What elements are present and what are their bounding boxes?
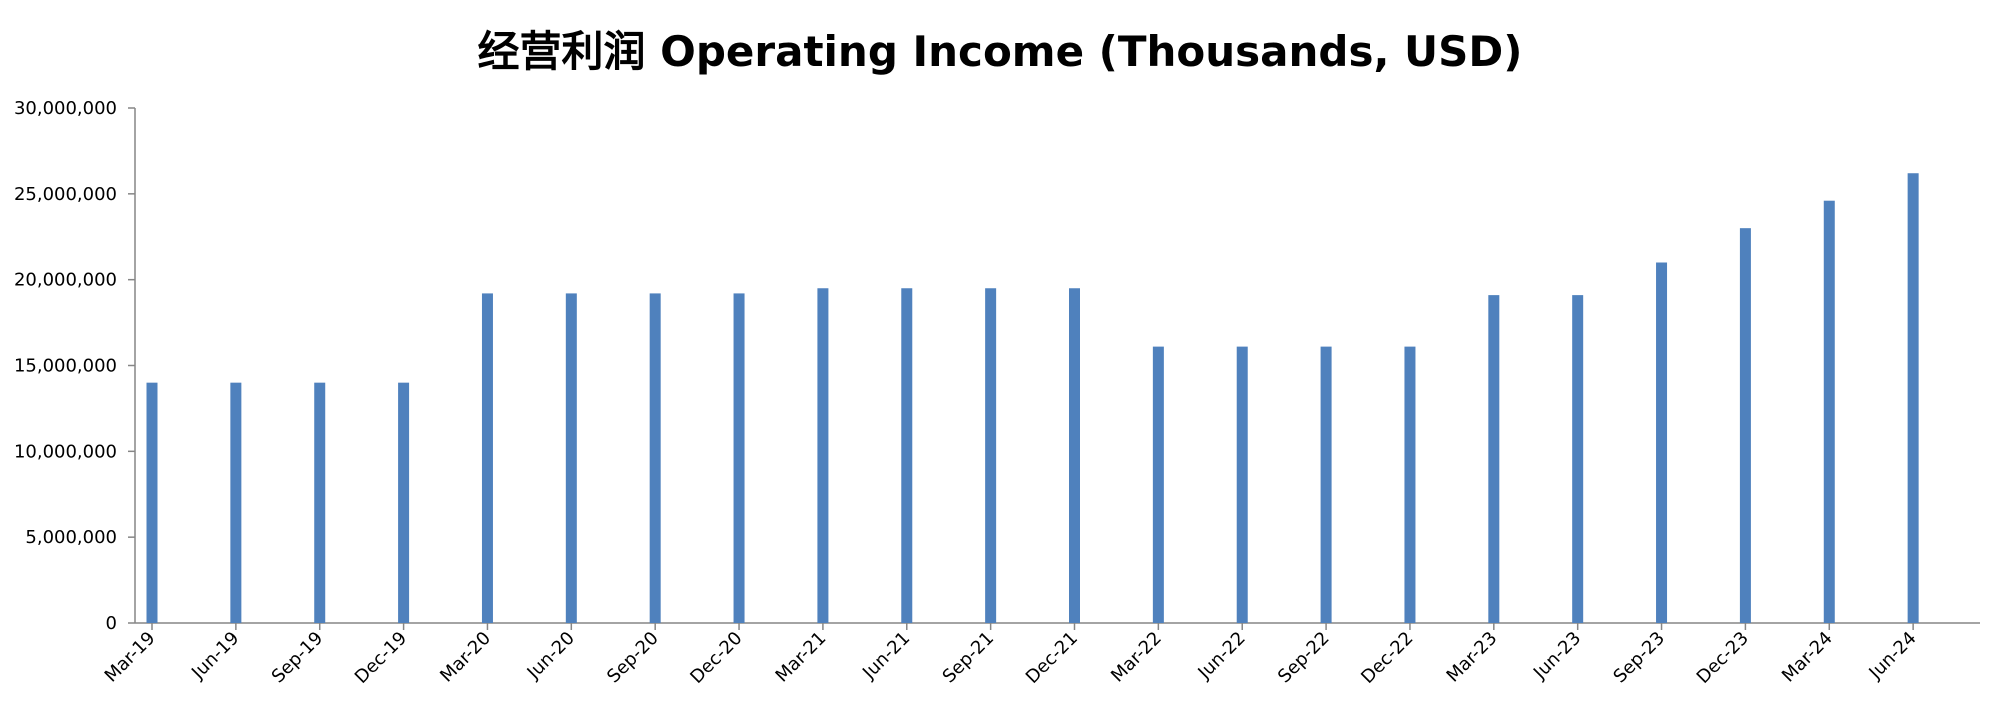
x-tick-label: Mar-19 — [101, 628, 160, 687]
bar — [985, 288, 997, 623]
x-tick-label: Sep-19 — [268, 628, 328, 688]
bar — [1739, 228, 1751, 623]
chart-title: 经营利润 Operating Income (Thousands, USD) — [477, 27, 1523, 76]
bar — [649, 293, 661, 623]
x-tick-label: Jun-24 — [1864, 628, 1920, 684]
bar — [1823, 200, 1835, 623]
y-tick-label: 0 — [106, 613, 117, 634]
y-tick-label: 30,000,000 — [14, 98, 117, 119]
x-tick-label: Mar-24 — [1778, 628, 1837, 687]
x-tick-label: Sep-22 — [1274, 628, 1334, 688]
x-tick-label: Jun-23 — [1529, 628, 1585, 684]
bar — [398, 382, 410, 623]
x-tick-label: Mar-21 — [772, 628, 831, 687]
x-tick-label: Jun-21 — [858, 628, 914, 684]
bar — [817, 288, 829, 623]
x-tick-label: Sep-21 — [939, 628, 999, 688]
x-tick-label: Jun-20 — [523, 628, 579, 684]
y-tick-label: 15,000,000 — [14, 356, 117, 377]
bar — [733, 293, 745, 623]
bar — [146, 382, 158, 623]
x-axis: Mar-19 Jun-19 Sep-19 Dec-19 Mar-20 Jun-20 Sep-… — [101, 622, 1980, 688]
bar — [314, 382, 326, 623]
bar — [1572, 295, 1584, 623]
bar — [1152, 346, 1164, 623]
x-tick-label: Sep-23 — [1609, 628, 1669, 688]
bar — [565, 293, 577, 623]
bar — [1236, 346, 1248, 623]
x-tick-label: Sep-20 — [603, 628, 663, 688]
x-tick-label: Mar-22 — [1107, 628, 1166, 687]
bar — [1404, 346, 1416, 623]
x-tick-label: Dec-22 — [1357, 628, 1417, 688]
y-tick-label: 5,000,000 — [25, 527, 117, 548]
x-tick-label: Mar-20 — [436, 628, 495, 687]
x-tick-label: Dec-19 — [351, 628, 411, 688]
bar — [1069, 288, 1080, 623]
x-tick-label: Jun-19 — [187, 628, 243, 684]
x-tick-label: Mar-23 — [1443, 628, 1502, 687]
bar — [1907, 173, 1919, 623]
x-tick-label: Jun-22 — [1194, 628, 1250, 684]
bar — [1488, 295, 1500, 623]
x-tick-label: Dec-20 — [686, 628, 746, 688]
y-tick-label: 20,000,000 — [14, 270, 117, 291]
y-tick-label: 25,000,000 — [14, 184, 117, 205]
bar — [901, 288, 913, 623]
x-tick-label: Dec-21 — [1022, 628, 1082, 688]
bar — [1656, 262, 1668, 623]
bar — [1320, 346, 1332, 623]
bar — [481, 293, 493, 623]
bars — [146, 173, 1919, 623]
y-tick-label: 10,000,000 — [14, 441, 117, 462]
y-axis: 0 5,000,000 10,000,000 15,000,000 20,000,000… — [14, 98, 136, 634]
x-tick-label: Dec-23 — [1693, 628, 1753, 688]
bar — [230, 382, 242, 623]
